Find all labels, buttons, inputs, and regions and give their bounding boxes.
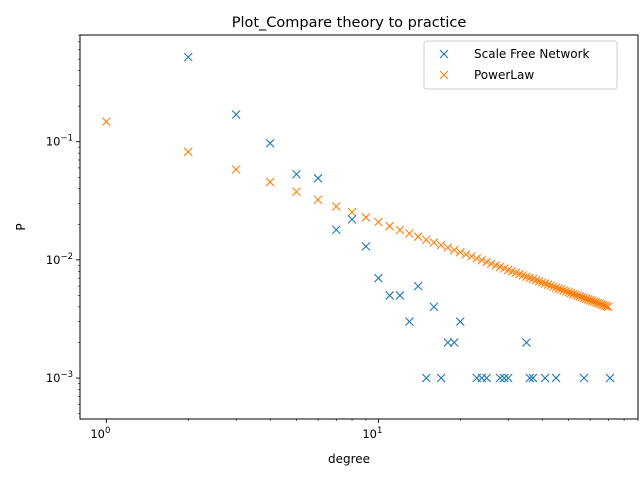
scale-free-point <box>551 373 561 383</box>
powerlaw-point <box>361 213 371 222</box>
powerlaw-point <box>549 282 558 292</box>
powerlaw-point <box>546 281 556 291</box>
powerlaw-point <box>395 225 405 235</box>
scale-free-point <box>449 338 459 347</box>
axis-ticks: 100 101 10−3 10−2 10−1 <box>46 34 639 441</box>
powerlaw-point <box>374 217 383 227</box>
scale-free-point <box>183 52 193 62</box>
scale-free-point <box>429 302 439 312</box>
scale-free-point <box>265 138 275 148</box>
scale-free-point <box>499 373 509 383</box>
scale-free-point <box>347 215 357 224</box>
powerlaw-point <box>603 302 613 312</box>
legend-marker <box>439 70 449 80</box>
powerlaw-point <box>331 202 341 211</box>
y-axis-label: P <box>14 223 28 230</box>
scale-free-point <box>540 373 550 383</box>
powerlaw-point <box>540 279 550 288</box>
scale-free-point <box>231 110 241 119</box>
scale-free-point <box>385 291 395 300</box>
powerlaw-point <box>347 207 357 217</box>
powerlaw-point <box>101 117 111 126</box>
powerlaw-point <box>429 238 439 247</box>
powerlaw-point <box>455 247 465 257</box>
legend-label: Scale Free Network <box>474 47 590 61</box>
scale-free-point <box>436 373 446 383</box>
powerlaw-point <box>561 286 571 296</box>
scale-free-point <box>528 373 538 383</box>
powerlaw-point <box>566 288 576 298</box>
legend-marker <box>439 49 449 59</box>
powerlaw-point <box>467 252 476 261</box>
powerlaw-point <box>231 165 241 174</box>
scale-free-point <box>525 373 535 383</box>
powerlaw-point <box>477 255 487 265</box>
scale-free-point <box>482 373 492 383</box>
powerlaw-point <box>551 283 561 293</box>
y-tick-label: 10−1 <box>46 134 73 149</box>
powerlaw-point <box>436 240 446 250</box>
y-tick-label: 10−3 <box>46 370 73 385</box>
data-marks <box>101 52 615 383</box>
powerlaw-point <box>472 253 482 263</box>
scale-free-point <box>413 281 423 291</box>
powerlaw-point <box>528 274 538 284</box>
powerlaw-point <box>292 187 301 197</box>
powerlaw-point <box>543 280 553 290</box>
powerlaw-point <box>449 245 459 255</box>
powerlaw-point <box>564 287 573 297</box>
legend: Scale Free Network PowerLaw <box>423 40 618 90</box>
scale-free-point <box>331 225 341 235</box>
scale-free-point <box>443 338 453 347</box>
scale-free-point <box>455 317 465 327</box>
scale-free-point <box>374 273 383 283</box>
chart-title: Plot_Compare theory to practice <box>232 15 467 31</box>
powerlaw-point <box>443 243 453 253</box>
scale-free-point <box>503 373 513 383</box>
x-axis-label: degree <box>328 452 370 466</box>
powerlaw-point <box>385 221 395 231</box>
scale-free-point <box>313 173 323 183</box>
scale-free-point <box>579 373 589 383</box>
powerlaw-point <box>525 273 535 283</box>
powerlaw-point <box>556 285 566 294</box>
powerlaw-point <box>413 232 423 242</box>
scale-free-point <box>405 317 414 327</box>
plot-frame <box>79 34 639 420</box>
powerlaw-point <box>482 257 492 267</box>
scale-free-point <box>292 169 301 179</box>
powerlaw-point <box>461 249 471 259</box>
powerlaw-point <box>554 284 564 293</box>
scale-free-point <box>395 291 405 300</box>
scale-free-point <box>421 373 431 383</box>
x-tick-label: 101 <box>362 426 382 441</box>
powerlaw-point <box>183 147 193 157</box>
legend-frame <box>423 40 618 90</box>
powerlaw-point <box>531 275 541 285</box>
powerlaw-point <box>265 177 275 187</box>
scale-free-point <box>361 242 371 251</box>
powerlaw-point <box>559 286 569 295</box>
x-tick-label: 100 <box>90 426 110 441</box>
powerlaw-point <box>602 301 611 311</box>
powerlaw-point <box>534 276 544 286</box>
scale-free-point <box>495 373 505 383</box>
y-tick-label: 10−2 <box>46 252 73 267</box>
powerlaw-point <box>421 235 431 245</box>
powerlaw-point <box>537 278 547 287</box>
powerlaw-point <box>313 195 323 205</box>
scale-free-point <box>605 373 615 383</box>
legend-label: PowerLaw <box>474 68 534 82</box>
scale-free-point <box>522 338 531 347</box>
powerlaw-point <box>405 229 414 238</box>
